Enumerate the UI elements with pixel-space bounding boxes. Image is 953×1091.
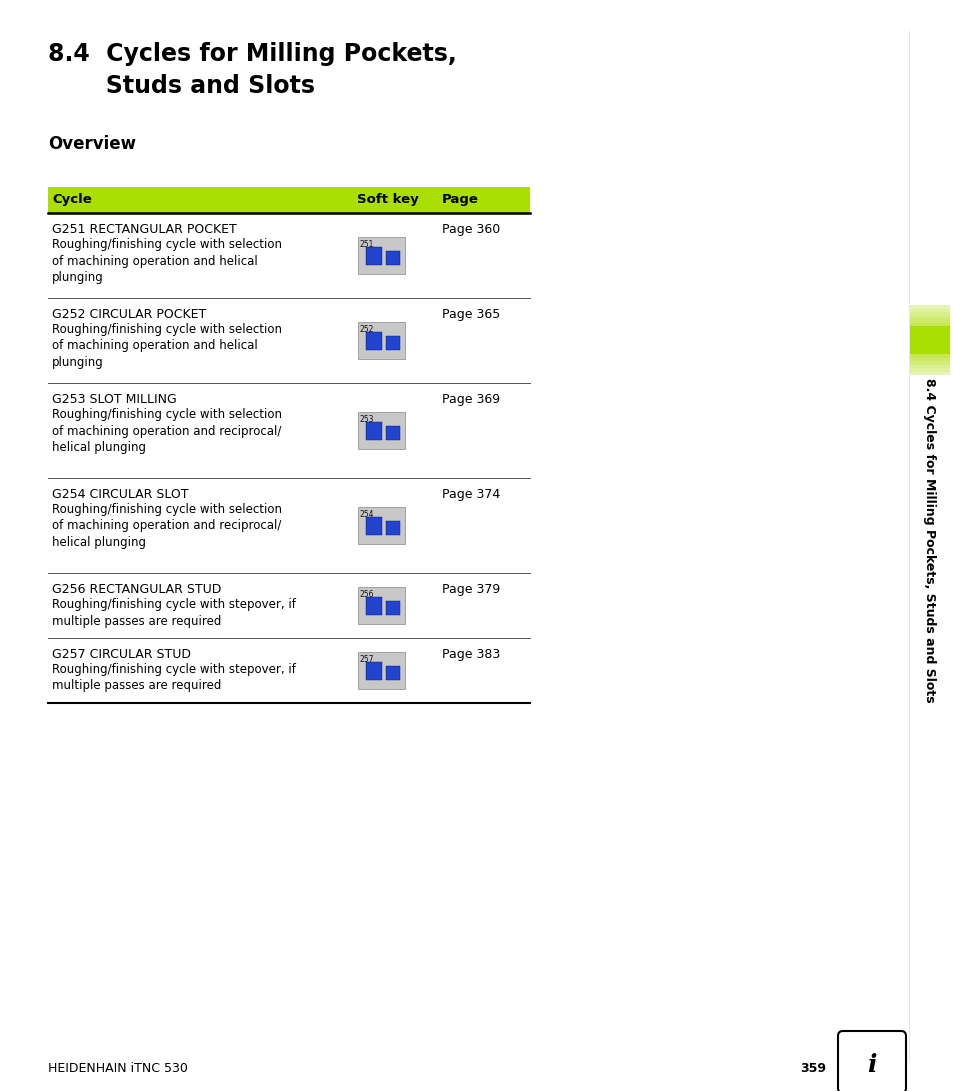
Text: Page 374: Page 374 bbox=[441, 488, 499, 501]
Bar bbox=[909, 326, 949, 353]
Bar bbox=[909, 0, 949, 1080]
Text: HEIDENHAIN iTNC 530: HEIDENHAIN iTNC 530 bbox=[48, 1062, 188, 1075]
Bar bbox=[909, 323, 949, 326]
Text: Page 383: Page 383 bbox=[441, 648, 499, 661]
Bar bbox=[366, 597, 381, 615]
Text: 359: 359 bbox=[800, 1062, 825, 1075]
Bar bbox=[909, 344, 949, 347]
Text: G257 CIRCULAR STUD: G257 CIRCULAR STUD bbox=[52, 648, 191, 661]
Text: Roughing/finishing cycle with selection
of machining operation and reciprocal/
h: Roughing/finishing cycle with selection … bbox=[52, 503, 282, 549]
Bar bbox=[366, 247, 381, 265]
Bar bbox=[357, 322, 405, 359]
Text: Roughing/finishing cycle with selection
of machining operation and helical
plung: Roughing/finishing cycle with selection … bbox=[52, 238, 282, 284]
Text: Page 360: Page 360 bbox=[441, 223, 499, 236]
Bar bbox=[48, 187, 530, 213]
Bar bbox=[357, 237, 405, 274]
Bar bbox=[386, 601, 399, 615]
Bar bbox=[909, 326, 949, 329]
Text: Page: Page bbox=[441, 193, 478, 206]
Text: G253 SLOT MILLING: G253 SLOT MILLING bbox=[52, 393, 176, 406]
Text: Roughing/finishing cycle with stepover, if
multiple passes are required: Roughing/finishing cycle with stepover, … bbox=[52, 663, 295, 693]
Text: Roughing/finishing cycle with selection
of machining operation and helical
plung: Roughing/finishing cycle with selection … bbox=[52, 323, 282, 369]
Bar bbox=[909, 312, 949, 315]
Text: Roughing/finishing cycle with selection
of machining operation and reciprocal/
h: Roughing/finishing cycle with selection … bbox=[52, 408, 282, 454]
Bar bbox=[909, 364, 949, 368]
Text: Studs and Slots: Studs and Slots bbox=[48, 74, 314, 98]
Text: 251: 251 bbox=[359, 240, 374, 249]
Text: 257: 257 bbox=[359, 655, 375, 664]
Bar bbox=[909, 347, 949, 350]
Bar bbox=[357, 652, 405, 690]
Bar bbox=[366, 662, 381, 680]
Text: 254: 254 bbox=[359, 509, 375, 519]
Text: 8.4  Cycles for Milling Pockets,: 8.4 Cycles for Milling Pockets, bbox=[48, 41, 456, 65]
Bar bbox=[909, 353, 949, 358]
Bar bbox=[909, 333, 949, 336]
Bar bbox=[909, 340, 949, 344]
Text: i: i bbox=[866, 1053, 876, 1077]
Text: Page 369: Page 369 bbox=[441, 393, 499, 406]
Bar bbox=[909, 358, 949, 361]
Bar bbox=[909, 319, 949, 323]
Text: Roughing/finishing cycle with stepover, if
multiple passes are required: Roughing/finishing cycle with stepover, … bbox=[52, 598, 295, 627]
Bar bbox=[357, 412, 405, 449]
Text: Overview: Overview bbox=[48, 135, 136, 153]
Text: Page 365: Page 365 bbox=[441, 308, 499, 321]
Bar bbox=[909, 309, 949, 312]
Text: Page 379: Page 379 bbox=[441, 583, 499, 596]
Bar bbox=[909, 368, 949, 372]
Bar bbox=[357, 507, 405, 544]
Bar bbox=[357, 587, 405, 624]
Bar bbox=[909, 361, 949, 364]
Text: G254 CIRCULAR SLOT: G254 CIRCULAR SLOT bbox=[52, 488, 189, 501]
Bar bbox=[386, 521, 399, 535]
Bar bbox=[366, 332, 381, 350]
FancyBboxPatch shape bbox=[837, 1031, 905, 1091]
Text: Cycle: Cycle bbox=[52, 193, 91, 206]
Text: 256: 256 bbox=[359, 590, 375, 599]
Bar bbox=[909, 305, 949, 309]
Bar bbox=[386, 336, 399, 350]
Text: 8.4 Cycles for Milling Pockets, Studs and Slots: 8.4 Cycles for Milling Pockets, Studs an… bbox=[923, 377, 936, 703]
Bar bbox=[909, 315, 949, 319]
Bar bbox=[386, 251, 399, 265]
Bar bbox=[909, 372, 949, 375]
Text: G251 RECTANGULAR POCKET: G251 RECTANGULAR POCKET bbox=[52, 223, 236, 236]
Text: 252: 252 bbox=[359, 325, 374, 334]
Text: Soft key: Soft key bbox=[356, 193, 418, 206]
Text: 253: 253 bbox=[359, 415, 375, 424]
Text: G256 RECTANGULAR STUD: G256 RECTANGULAR STUD bbox=[52, 583, 221, 596]
Bar bbox=[909, 350, 949, 353]
Bar bbox=[909, 336, 949, 340]
Bar bbox=[366, 517, 381, 535]
Bar bbox=[366, 422, 381, 440]
Text: G252 CIRCULAR POCKET: G252 CIRCULAR POCKET bbox=[52, 308, 206, 321]
Bar bbox=[909, 329, 949, 333]
Bar bbox=[386, 425, 399, 440]
Bar bbox=[386, 666, 399, 680]
